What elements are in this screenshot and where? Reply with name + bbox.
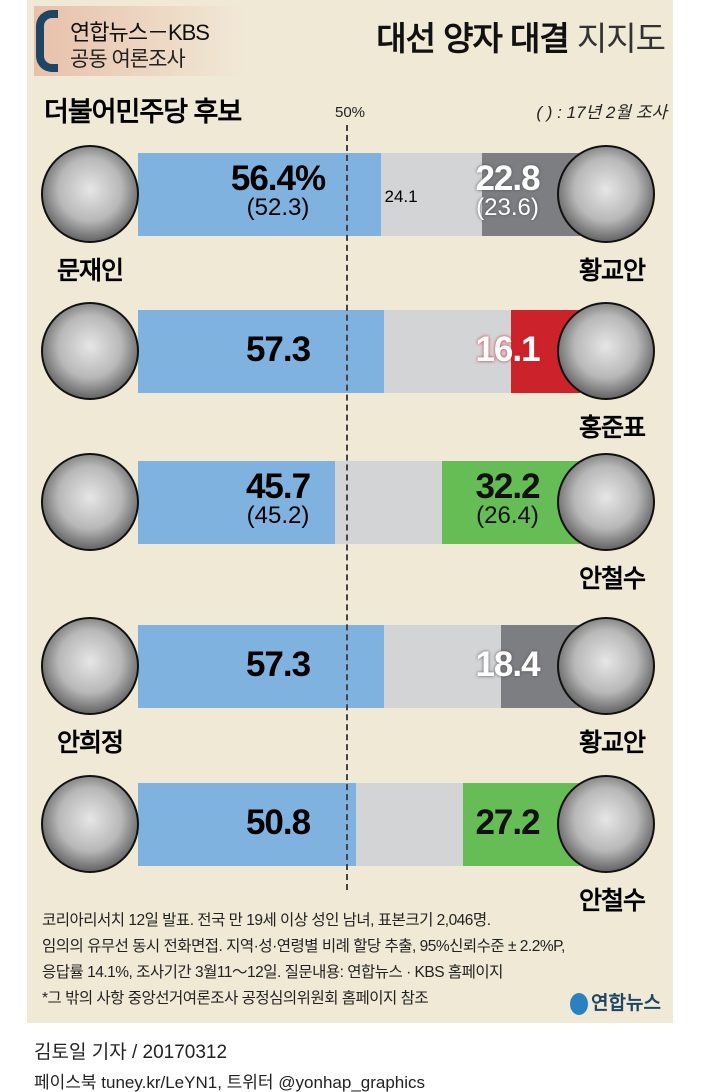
- title-light: 지지도: [576, 20, 666, 57]
- note-line: 임의의 유무선 동시 전화면접. 지역·성·연령별 비례 할당 추출, 95%신…: [42, 938, 565, 955]
- undecided-bar: [384, 625, 501, 708]
- social-links: 페이스북 tuney.kr/LeYN1, 트위터 @yonhap_graphic…: [34, 1073, 426, 1092]
- left-value: 50.8: [245, 803, 311, 842]
- credit: 김토일 기자 / 20170312: [34, 1042, 228, 1063]
- right-candidate-photo: [557, 302, 655, 400]
- right-value: 18.4: [475, 645, 540, 684]
- right-candidate-photo: [557, 617, 655, 715]
- right-candidate-name: 안철수: [578, 565, 646, 593]
- democratic-bar: [138, 461, 335, 544]
- right-value-label: 27.2: [440, 805, 575, 840]
- right-prev-value: (26.4): [476, 502, 539, 529]
- yonhap-logo: 연합뉴스: [570, 988, 661, 1015]
- right-candidate-photo: [557, 453, 655, 551]
- left-value: 56.4%: [230, 159, 326, 198]
- left-prev-value: (45.2): [246, 502, 310, 529]
- right-value-label: 16.1: [440, 332, 575, 367]
- badge-line2: 공동 여론조사: [70, 48, 186, 71]
- title-bold: 대선 양자 대결: [376, 20, 569, 57]
- right-candidate-name: 황교안: [578, 257, 646, 285]
- right-candidate-photo: [557, 775, 655, 873]
- right-candidate-name: 안철수: [578, 887, 646, 915]
- left-candidate-photo: [41, 775, 139, 873]
- left-candidate-photo: [41, 453, 139, 551]
- left-prev-value: (52.3): [246, 194, 310, 221]
- left-value-label: 50.8: [198, 805, 358, 840]
- left-candidate-photo: [41, 302, 139, 400]
- opponent-bar: [441, 461, 580, 544]
- note-line: *그 밖의 사항 중앙선거여론조사 공정심의위원회 홈페이지 참조: [42, 990, 429, 1007]
- democratic-bar: [138, 783, 357, 866]
- note-line: 코리아리서치 12일 발표. 전국 만 19세 이상 성인 남녀, 표본크기 2…: [42, 912, 491, 929]
- left-candidate-name: 문재인: [56, 257, 124, 285]
- right-prev-value: (23.6): [476, 194, 539, 221]
- democratic-bar: [138, 310, 385, 393]
- right-value: 16.1: [475, 330, 540, 369]
- note-line: 응답률 14.1%, 조사기간 3월11～12일. 질문내용: 연합뉴스 · K…: [42, 964, 503, 981]
- right-value: 32.2: [475, 467, 540, 506]
- party-label: 더불어민주당 후보: [44, 97, 242, 127]
- democratic-bar: [138, 153, 381, 236]
- left-value: 57.3: [245, 645, 311, 684]
- left-candidate-photo: [41, 617, 139, 715]
- right-candidate-name: 황교안: [578, 729, 646, 757]
- left-value: 45.7: [245, 467, 311, 506]
- chart-title: 대선 양자 대결 지지도: [376, 12, 666, 60]
- undecided-bar: [380, 153, 482, 236]
- badge-line1: 연합뉴스－KBS: [70, 20, 210, 45]
- left-value: 57.3: [245, 330, 311, 369]
- survey-badge: [34, 6, 244, 76]
- left-value-label: 57.3: [198, 647, 358, 682]
- left-value-label: 57.3: [198, 332, 358, 367]
- right-value-label: 22.8 (23.6): [440, 161, 575, 220]
- fifty-percent-label: 50%: [335, 104, 366, 121]
- democratic-bar: [138, 625, 385, 708]
- logo-text: 연합뉴스: [591, 993, 661, 1014]
- previous-survey-note: ( ) : 17년 2월 조사: [536, 103, 667, 122]
- right-candidate-photo: [557, 145, 655, 243]
- right-candidate-name: 홍준표: [578, 414, 646, 442]
- yonhap-logo-icon: [570, 992, 588, 1015]
- undecided-value-label: 24.1: [384, 187, 418, 206]
- left-value-label: 56.4% (52.3): [198, 161, 358, 220]
- left-candidate-name: 안희정: [56, 729, 124, 757]
- right-value-label: 18.4: [440, 647, 575, 682]
- right-value-label: 32.2 (26.4): [440, 469, 575, 528]
- phone-icon: [36, 10, 58, 72]
- left-value-label: 45.7 (45.2): [198, 469, 358, 528]
- right-value: 22.8: [475, 159, 540, 198]
- fifty-percent-line: [346, 125, 348, 890]
- undecided-bar: [384, 310, 511, 393]
- left-candidate-photo: [41, 145, 139, 243]
- undecided-bar: [334, 461, 442, 544]
- methodology-notes: 코리아리서치 12일 발표. 전국 만 19세 이상 성인 남녀, 표본크기 2…: [42, 908, 565, 1012]
- undecided-bar: [356, 783, 464, 866]
- right-value: 27.2: [475, 803, 540, 842]
